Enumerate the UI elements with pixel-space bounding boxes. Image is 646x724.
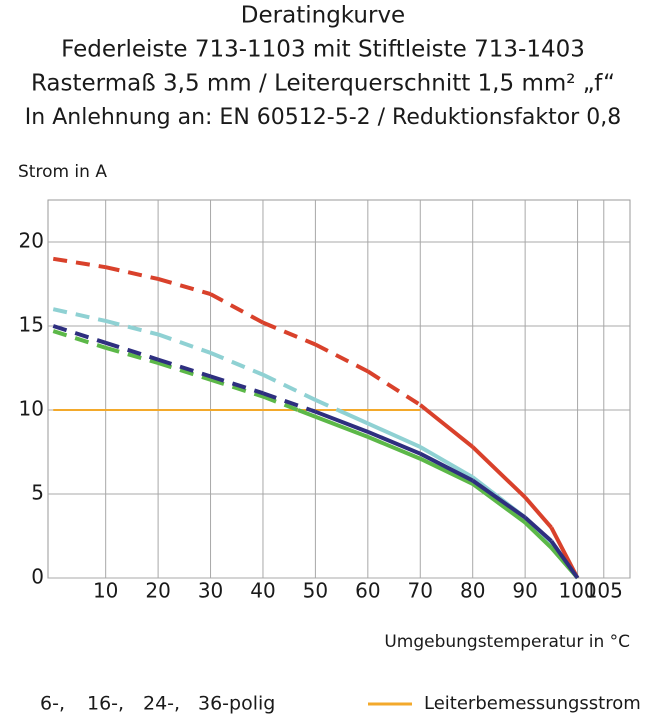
chart-title: Deratingkurve [241,3,405,29]
series-segment [157,357,212,379]
series-segment [209,351,264,377]
series-segment [419,451,474,483]
series-segment [419,456,474,486]
x-tick-label: 60 [355,579,380,603]
x-tick-label: 105 [585,579,623,603]
legend-label: 24-, [143,693,180,715]
series-segment [105,265,159,281]
series-segment [297,408,317,419]
series-segment [337,408,369,426]
series-segment [471,478,527,520]
y-tick-label: 10 [19,397,44,421]
series-segment [105,345,159,365]
series-segment [209,374,264,396]
series-segment [52,256,106,270]
series-segment [523,516,553,543]
series-segment [314,414,369,439]
series-segment [52,324,107,345]
series-segment [419,445,474,479]
series-segment [262,394,299,412]
legend-label: 36-polig [198,693,275,715]
series-segment [309,408,317,414]
series-segment [262,372,317,402]
x-tick-label: 40 [250,579,275,603]
x-tick-label: 30 [198,579,223,603]
series-segment [419,403,428,412]
plot-area [47,199,631,579]
x-tick-label: 80 [460,579,485,603]
y-tick-label: 0 [31,565,44,589]
series-segment [105,340,159,362]
series-segment [52,307,107,323]
x-axis-label: Umgebungstemperatur in °C [384,632,630,652]
series-segment [52,329,107,350]
series-segment [471,445,527,499]
series-segment [549,539,580,580]
series-segment [367,421,422,449]
x-tick-label: 70 [408,579,433,603]
series-segment [262,320,317,347]
series-segment [209,377,264,399]
x-tick-label: 90 [512,579,537,603]
x-tick-label: 100 [558,579,596,603]
series-segment [105,319,159,337]
chart-title: In Anlehnung an: EN 60512-5-2 / Reduktio… [25,105,621,130]
y-tick-label: 5 [31,481,44,505]
series-segment [523,496,553,529]
series-segment [314,409,369,434]
series-segment [157,361,212,382]
series-segment [367,435,422,461]
chart-title: Rastermaß 3,5 mm / Leiterquerschnitt 1,5… [31,71,615,97]
series-segment [314,398,339,412]
chart-title: Federleiste 713-1103 mit Stiftleiste 713… [61,37,585,63]
series-segment [523,521,553,550]
series-segment [366,369,422,407]
series-segment [314,342,369,374]
x-tick-label: 20 [145,579,170,603]
y-tick-label: 20 [19,229,44,253]
series-segment [209,292,264,325]
legend-label: Leiterbemessungsstrom [424,693,641,714]
series-segment [262,391,312,412]
legend-label: 6-, [40,693,65,715]
series-segment [367,429,422,456]
series-segment [157,332,212,355]
x-tick-label: 50 [303,579,328,603]
y-tick-label: 15 [19,313,44,337]
y-axis-label: Strom in A [18,162,107,182]
series-segment [471,482,527,525]
series-segment [425,408,474,449]
legend-label: 16-, [87,693,124,715]
x-tick-label: 10 [93,579,118,603]
series-segment [157,277,212,297]
